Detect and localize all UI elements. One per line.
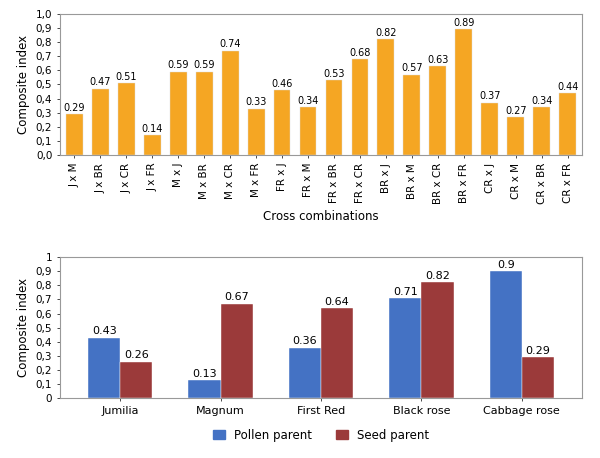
Bar [533,107,550,155]
Bar [377,39,394,155]
Y-axis label: Composite index: Composite index [17,278,31,377]
Text: 0.33: 0.33 [245,97,267,107]
Text: 0.59: 0.59 [167,60,189,71]
Text: 0.89: 0.89 [453,18,475,28]
Text: 0.63: 0.63 [427,55,449,65]
Bar [221,304,253,398]
Bar [559,93,576,155]
Bar [248,109,265,155]
Text: 0.57: 0.57 [401,63,423,73]
Text: 0.64: 0.64 [325,296,349,306]
Text: 0.14: 0.14 [142,124,163,134]
Bar [430,66,446,155]
X-axis label: Cross combinations: Cross combinations [263,210,379,223]
Bar [170,72,187,155]
Text: 0.29: 0.29 [526,346,550,356]
Text: 0.29: 0.29 [64,103,85,113]
Bar [490,271,522,398]
Bar [352,59,368,155]
Text: 0.67: 0.67 [224,292,249,302]
Bar [188,380,221,398]
Bar [289,348,321,398]
Bar [274,90,290,155]
Text: 0.26: 0.26 [124,350,149,360]
Bar [455,29,472,155]
Bar [321,308,353,398]
Bar [120,362,152,398]
Text: 0.9: 0.9 [497,260,515,270]
Bar [403,75,421,155]
Text: 0.36: 0.36 [293,336,317,346]
Bar [196,72,212,155]
Text: 0.46: 0.46 [271,79,293,89]
Bar [326,80,343,155]
Bar [92,89,109,155]
Bar [389,298,421,398]
Bar [221,50,239,155]
Bar [144,136,161,155]
Text: 0.74: 0.74 [220,39,241,49]
Bar [421,283,454,398]
Bar [118,83,134,155]
Text: 0.47: 0.47 [89,77,111,87]
Bar [299,107,316,155]
Text: 0.44: 0.44 [557,82,578,92]
Legend: Pollen parent, Seed parent: Pollen parent, Seed parent [208,424,434,446]
Text: 0.27: 0.27 [505,106,527,115]
Bar [481,103,498,155]
Text: 0.82: 0.82 [375,28,397,38]
Bar [88,338,120,398]
Text: 0.37: 0.37 [479,92,500,101]
Bar [508,117,524,155]
Text: 0.71: 0.71 [393,287,418,297]
Text: 0.34: 0.34 [298,96,319,106]
Text: 0.82: 0.82 [425,271,450,281]
Y-axis label: Composite index: Composite index [17,35,31,134]
Text: 0.13: 0.13 [192,369,217,379]
Text: 0.53: 0.53 [323,69,345,79]
Bar [66,114,83,155]
Bar [522,357,554,398]
Text: 0.51: 0.51 [115,71,137,82]
Text: 0.59: 0.59 [193,60,215,71]
Text: 0.34: 0.34 [531,96,553,106]
Text: 0.68: 0.68 [349,48,371,58]
Text: 0.43: 0.43 [92,326,116,336]
